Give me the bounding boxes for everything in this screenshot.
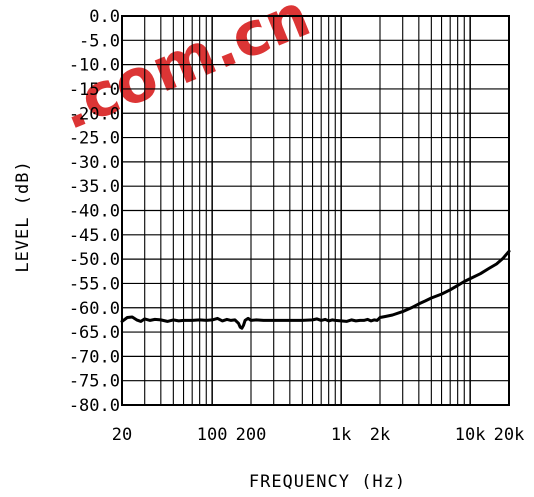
y-tick-label: -20.0 [69, 104, 120, 124]
y-tick-label: -65.0 [69, 323, 120, 343]
y-tick-label: -30.0 [69, 153, 120, 173]
x-tick-label: 1k [331, 425, 351, 445]
y-tick-label: -40.0 [69, 202, 120, 222]
y-tick-label: -15.0 [69, 80, 120, 100]
y-tick-label: -10.0 [69, 56, 120, 76]
y-tick-label: -45.0 [69, 226, 120, 246]
y-tick-label: -70.0 [69, 347, 120, 367]
y-tick-label: -55.0 [69, 274, 120, 294]
x-tick-label: 20k [494, 425, 525, 445]
y-tick-label: -35.0 [69, 177, 120, 197]
y-axis-title: LEVEL (dB) [13, 160, 33, 272]
series-layer [120, 249, 511, 330]
grid [121, 15, 510, 406]
x-tick-label: 100 [197, 425, 228, 445]
plot-frame [121, 15, 510, 406]
x-tick-labels: 20 100 200 1k 2k 10k 20k [112, 425, 525, 445]
y-tick-label: -5.0 [79, 31, 120, 51]
y-tick-label: -75.0 [69, 372, 120, 392]
series-line-0 [120, 249, 511, 330]
y-tick-label: -80.0 [69, 396, 120, 416]
x-tick-label: 200 [236, 425, 267, 445]
x-axis-title: FREQUENCY (Hz) [249, 472, 406, 492]
x-tick-label: 2k [370, 425, 390, 445]
y-tick-label: 0.0 [89, 7, 120, 27]
y-tick-label: -25.0 [69, 129, 120, 149]
y-tick-label: -60.0 [69, 299, 120, 319]
x-tick-label: 20 [112, 425, 132, 445]
x-tick-label: 10k [455, 425, 486, 445]
y-tick-labels: 0.0 -5.0 -10.0 -15.0 -20.0 -25.0 -30.0 -35.0 -40… [69, 7, 120, 416]
y-tick-label: -50.0 [69, 250, 120, 270]
